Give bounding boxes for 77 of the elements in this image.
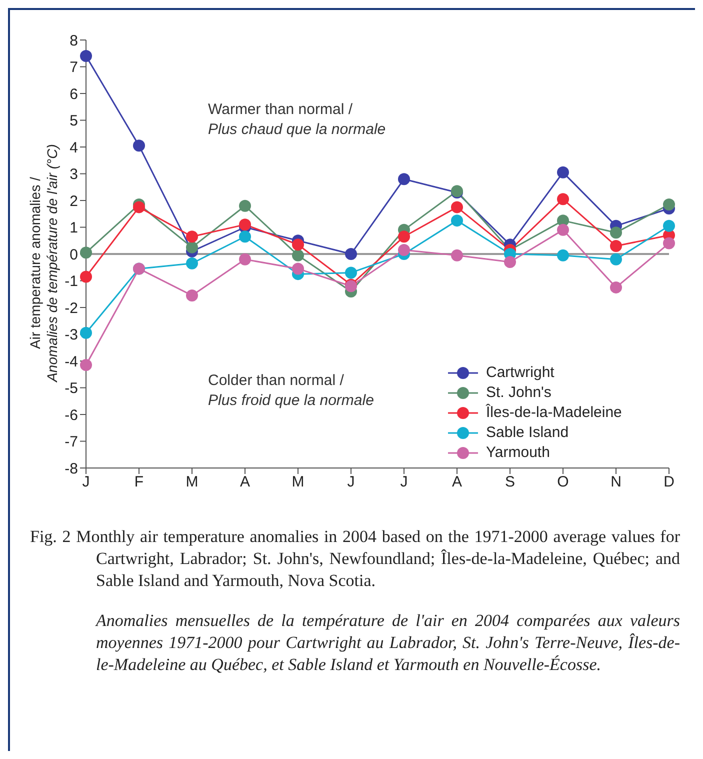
point (610, 240, 622, 252)
point (557, 193, 569, 206)
y-tick-label: -6 (64, 406, 78, 424)
point (186, 241, 198, 254)
point (80, 326, 92, 339)
point (663, 220, 675, 232)
point (80, 359, 92, 372)
y-tick-label: -1 (64, 273, 78, 290)
y-axis-title: Air temperature anomalies / Anomalies de température de l'air (°C) (27, 144, 61, 382)
y-tick-label: 3 (70, 166, 78, 184)
point (398, 173, 410, 186)
x-tick-label: J (347, 474, 355, 491)
x-tick-label: S (504, 474, 516, 491)
y-tick-label: -7 (64, 434, 78, 451)
y-tick-label: 4 (70, 139, 78, 156)
y-tick-label: 7 (70, 59, 78, 76)
y-tick-label: -3 (64, 326, 78, 344)
text: Anomalies mensuelles de la température de l'air en 2004 comparées aux valeurs moyennes 1971-2000 pour Cartwright au Labrador, St. John's Terre-Neuve, Îles-de-le-Madeleine au Québec, et Sable Island et Yarmouth en Nouvelle-Écosse. (94, 610, 680, 676)
point (557, 166, 569, 178)
legend-label: St. John's (486, 383, 552, 403)
y-tick-label: -5 (64, 380, 78, 398)
point (398, 244, 410, 256)
y-tick-label: 2 (70, 192, 78, 210)
x-tick-label: O (557, 474, 569, 491)
point (239, 200, 251, 212)
y-tick-label: 0 (70, 246, 78, 264)
x-tick-label: F (134, 474, 144, 491)
y-tick-label: 8 (70, 32, 78, 50)
point (80, 270, 92, 283)
point (239, 253, 251, 266)
point (451, 214, 463, 227)
legend-label: Îles-de-la-Madeleine (486, 403, 622, 423)
point (292, 249, 304, 262)
point (557, 249, 569, 262)
legend-label: Cartwright (486, 363, 554, 383)
point (133, 140, 145, 152)
point (345, 266, 357, 279)
y-tick-label: 6 (70, 86, 78, 103)
point (133, 201, 145, 214)
point (663, 237, 675, 250)
x-tick-label: A (452, 474, 462, 491)
point (557, 224, 569, 236)
point (663, 198, 675, 211)
x-tick-label: J (82, 474, 90, 491)
point (239, 218, 251, 231)
y-tick-label: -8 (64, 460, 78, 478)
x-tick-label: M (292, 474, 304, 491)
legend-label: Sable Island (486, 423, 569, 443)
point (345, 248, 357, 260)
point (186, 230, 198, 243)
x-tick-label: J (400, 474, 408, 491)
annotation: Warmer than normal / Plus chaud que la normale (208, 100, 386, 140)
legend-label: Yarmouth (486, 443, 550, 463)
y-tick-label: -2 (64, 300, 78, 317)
x-tick-label: N (610, 474, 622, 491)
x-tick-label: A (240, 474, 250, 491)
y-tick-label: 1 (70, 220, 78, 237)
point (610, 253, 622, 266)
annotation: Colder than normal / Plus froid que la normale (208, 371, 374, 411)
point (239, 230, 251, 243)
point (610, 281, 622, 294)
point (504, 256, 516, 268)
point (186, 289, 198, 302)
point (451, 201, 463, 214)
point (80, 246, 92, 259)
point (292, 262, 304, 275)
point (610, 226, 622, 239)
y-tick-label: 5 (70, 112, 78, 130)
caption: Fig. 2 Monthly air temperature anomalies in 2004 based on the 1971-2000 average values for Cartwright, Labrador; St. John's, Newfoundland; Îles-de-la-Madeleine, Québec; and Sable Island and Yarmouth, Nova Scotia. (30, 526, 680, 592)
point (80, 50, 92, 62)
x-tick-label: D (664, 474, 675, 491)
x-tick-label: M (186, 474, 198, 491)
y-tick-label: -4 (64, 353, 78, 370)
point (186, 257, 198, 270)
point (292, 238, 304, 251)
point (398, 230, 410, 243)
point (451, 249, 463, 262)
